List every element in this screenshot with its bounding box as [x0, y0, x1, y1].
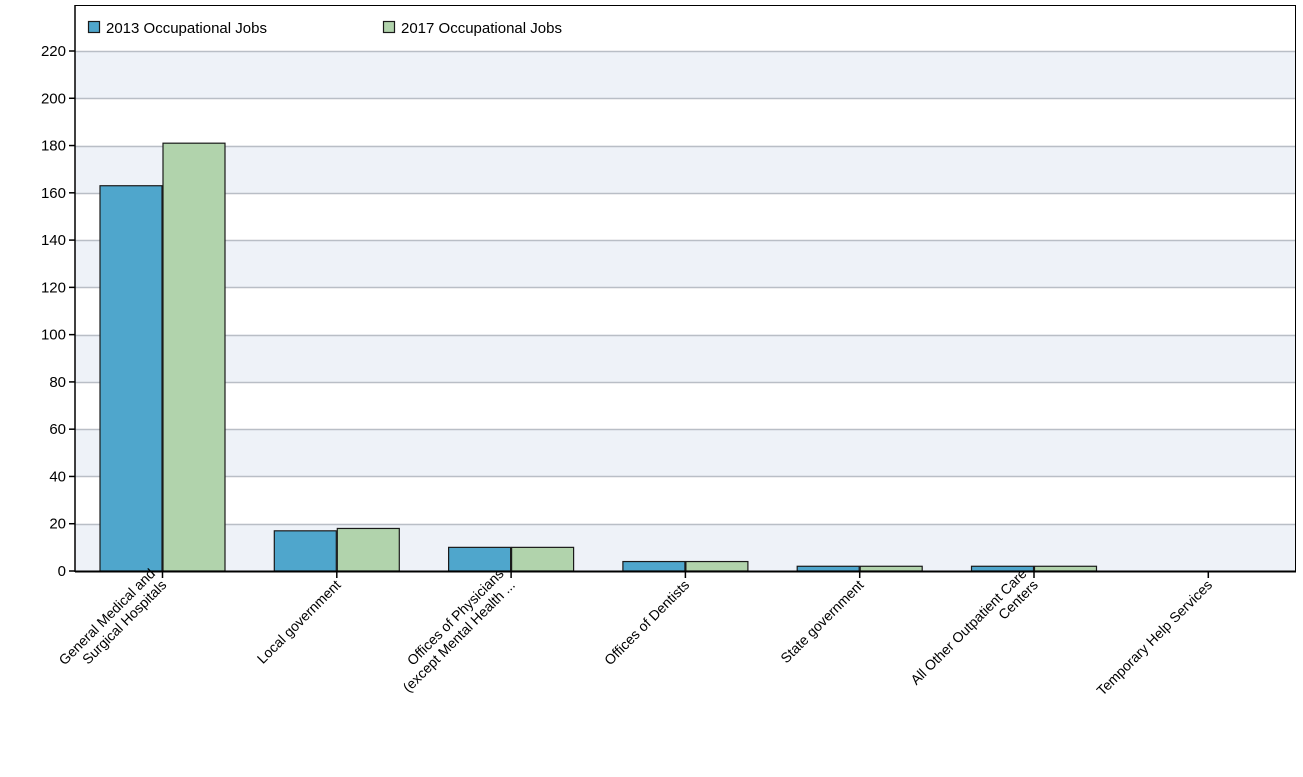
x-tick-label-group: State government: [777, 577, 867, 667]
bar-2017: [685, 560, 749, 572]
plot-band: [75, 334, 1296, 382]
bar-2013: [99, 185, 163, 572]
gridlines: [75, 50, 1296, 526]
y-tick-label: 160: [41, 185, 66, 202]
legend-label-2017: 2017 Occupational Jobs: [401, 20, 562, 37]
x-tick-label: Local government: [254, 577, 344, 667]
bar-2013: [622, 560, 686, 572]
x-tick-label: General Medical and: [55, 565, 158, 668]
y-tick-label: 200: [41, 90, 66, 107]
x-tick-label: State government: [777, 577, 867, 667]
x-tick-label-group: Offices of Dentists: [601, 577, 692, 668]
bar-2013: [970, 565, 1035, 572]
legend-swatch-2013: [87, 20, 101, 34]
x-tick-label-group: Temporary Help Services: [1093, 577, 1215, 699]
bar-2017: [511, 546, 575, 572]
bar-2017: [1033, 565, 1098, 572]
plot-band-top: [75, 5, 1296, 51]
y-tick-label: 40: [49, 468, 66, 485]
bar-2017: [859, 565, 923, 572]
x-tick-label: Temporary Help Services: [1093, 577, 1215, 699]
y-tick-label: 60: [49, 421, 66, 438]
x-tick-label: Offices of Dentists: [601, 577, 692, 668]
legend-label-2013: 2013 Occupational Jobs: [106, 20, 267, 37]
x-tick-label: (except Mental Health ...: [399, 577, 518, 696]
x-tick-label: Offices of Physicians: [404, 565, 507, 668]
bars: [99, 142, 1098, 572]
y-tick-label: 100: [41, 327, 66, 344]
y-axis-ticks: 0 20 40 60 80 100 120 140 160 180 200 220: [41, 43, 75, 580]
plot-band: [75, 429, 1296, 477]
x-tick-label-group: Local government: [254, 577, 344, 667]
y-tick-label: 180: [41, 138, 66, 155]
y-tick-label: 120: [41, 279, 66, 296]
y-tick-label: 220: [41, 43, 66, 60]
bar-2017: [162, 142, 226, 572]
bar-2013: [273, 530, 337, 572]
y-tick-label: 140: [41, 232, 66, 249]
legend: 2013 Occupational Jobs 2017 Occupational …: [87, 20, 562, 37]
plot-band: [75, 145, 1296, 193]
bar-2013: [796, 565, 860, 572]
bar-2013: [448, 546, 512, 572]
bar-2017: [336, 527, 400, 572]
plot-band: [75, 240, 1296, 288]
y-tick-label: 20: [49, 516, 66, 533]
y-tick-label: 80: [49, 374, 66, 391]
y-tick-label: 0: [58, 563, 66, 580]
x-tick-label-group: Offices of Physicians(except Mental Heal…: [399, 565, 518, 696]
x-tick-label: All Other Outpatient Care: [907, 565, 1030, 688]
plot-band: [75, 51, 1296, 99]
legend-swatch-2017: [382, 20, 396, 34]
